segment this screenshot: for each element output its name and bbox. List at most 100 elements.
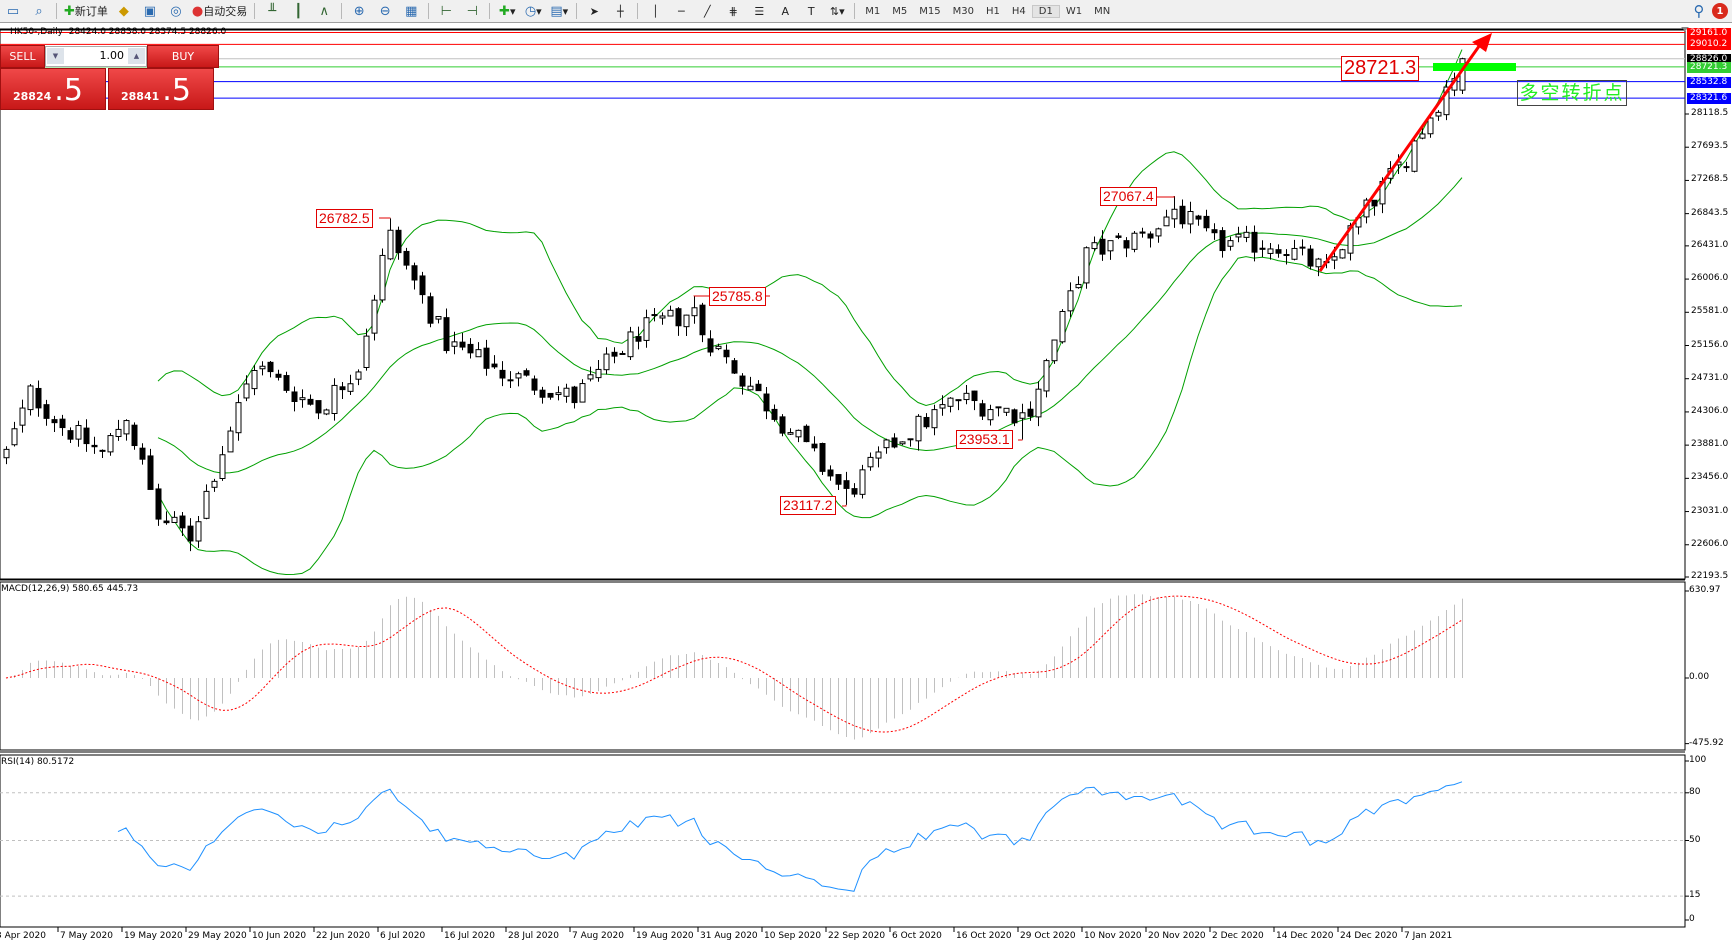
horizontal-line-icon[interactable]: ─ — [677, 4, 685, 18]
chart-window-icon[interactable]: ▭ — [6, 3, 20, 19]
candle — [947, 397, 954, 413]
candle — [1259, 240, 1266, 257]
lot-decrease-icon[interactable]: ▼ — [47, 48, 64, 64]
auto-trading-button[interactable]: ● 自动交易 — [189, 1, 250, 21]
candle — [483, 339, 490, 376]
timeframe-m15[interactable]: M15 — [919, 5, 941, 17]
sell-button[interactable]: SELL — [0, 45, 45, 68]
toolbar-divider — [341, 3, 343, 19]
candle-body — [1427, 117, 1434, 135]
candle — [1139, 227, 1146, 238]
lot-size-input[interactable]: ▼ 1.00 ▲ — [45, 46, 147, 67]
periods-icon[interactable]: ◷ ▾ — [524, 3, 542, 19]
candle — [875, 446, 882, 468]
new-order-button[interactable]: ✚ 新订单 — [61, 1, 111, 21]
candle — [139, 443, 146, 465]
candle — [1307, 245, 1314, 270]
bar-chart-icon[interactable]: ╨ — [268, 3, 277, 19]
candle-body — [1123, 240, 1130, 249]
sell-price-button[interactable]: 28824 .5 — [0, 68, 106, 110]
candle-body — [411, 265, 418, 281]
signals-button[interactable]: ◎ — [163, 1, 189, 21]
candle-body — [1219, 230, 1226, 252]
candle-body — [811, 443, 818, 449]
arrows-icon[interactable]: ⇅▾ — [829, 4, 845, 18]
candle-body — [771, 408, 778, 420]
market-button[interactable]: ▣ — [137, 1, 163, 21]
chart-canvas[interactable] — [0, 23, 1732, 945]
candle-body — [35, 387, 42, 409]
auto-trading-label: 自动交易 — [203, 5, 248, 18]
candle — [171, 511, 178, 523]
timeframe-m30[interactable]: M30 — [952, 5, 974, 17]
lot-increase-icon[interactable]: ▲ — [128, 48, 145, 64]
timeframe-mn[interactable]: MN — [1094, 5, 1111, 17]
text-label-icon[interactable]: T — [807, 4, 815, 18]
candle — [955, 399, 962, 411]
search-icon[interactable]: ⚲ — [1693, 2, 1705, 20]
date-axis-label: 6 Oct 2020 — [892, 931, 942, 941]
fibo-levels-icon[interactable]: ☰ — [754, 4, 765, 18]
candle — [635, 326, 642, 350]
indicators-icon[interactable]: ✚ ▾ — [499, 3, 516, 19]
trendline-icon[interactable]: ╱ — [703, 4, 711, 18]
candle — [659, 312, 666, 325]
candle-body — [1331, 256, 1338, 261]
zoom-out-icon[interactable]: ⊖ — [379, 3, 391, 19]
macd-axis-label: 0.00 — [1689, 672, 1710, 682]
tile-windows-icon[interactable]: ▦ — [405, 3, 418, 19]
price-axis-label: 27268.5 — [1691, 174, 1729, 185]
price-panel — [0, 28, 1686, 580]
timeframe-m5[interactable]: M5 — [892, 5, 908, 17]
toolbar-divider — [428, 3, 430, 19]
fibonacci-icon[interactable]: ⋕ — [728, 4, 738, 18]
zoom-in-icon[interactable]: ⊕ — [353, 3, 365, 19]
candle-body — [1171, 208, 1178, 220]
candle — [387, 218, 394, 261]
toolbar-divider — [254, 3, 256, 19]
candle — [43, 399, 50, 426]
buy-price-button[interactable]: 28841 .5 — [108, 68, 214, 110]
horizontal-line-price-label: 28721.3 — [1687, 61, 1731, 73]
candle — [507, 371, 514, 389]
candle — [1091, 236, 1098, 251]
candle-body — [579, 383, 586, 403]
notification-badge[interactable]: 1 — [1712, 3, 1728, 19]
candlestick-icon[interactable]: ┃ — [294, 3, 303, 19]
timeframe-h1[interactable]: H1 — [985, 5, 1000, 17]
candle — [331, 378, 338, 421]
market-icon: ▣ — [143, 3, 157, 19]
cursor-icon[interactable]: ➤ — [589, 4, 599, 18]
timeframe-m1[interactable]: M1 — [865, 5, 881, 17]
candle — [883, 438, 890, 454]
chart-shift-icon[interactable]: ⊢ — [440, 3, 452, 19]
candle — [115, 419, 122, 441]
candle — [419, 271, 426, 304]
text-icon[interactable]: A — [781, 4, 790, 18]
date-axis-label: 7 Aug 2020 — [572, 931, 624, 941]
timeframe-d1[interactable]: D1 — [1031, 4, 1060, 18]
navigator-icon[interactable]: ⌕ — [35, 3, 43, 19]
candle-body — [1251, 231, 1258, 253]
crosshair-icon[interactable]: ┼ — [616, 4, 624, 18]
templates-icon[interactable]: ▤ ▾ — [550, 3, 569, 19]
date-axis-label: 16 Jul 2020 — [444, 931, 495, 941]
autoscroll-icon[interactable]: ⊣ — [466, 3, 478, 19]
candle-body — [435, 316, 442, 320]
candle — [811, 436, 818, 452]
price-axis-label: 23881.0 — [1691, 439, 1729, 450]
price-axis-label: 26843.5 — [1691, 207, 1729, 218]
candle-body — [587, 374, 594, 380]
vertical-line-icon[interactable]: │ — [651, 4, 659, 18]
candle — [83, 419, 90, 452]
timeframe-h4[interactable]: H4 — [1011, 5, 1026, 17]
metaeditor-button[interactable]: ◆ — [111, 1, 137, 21]
buy-button[interactable]: BUY — [147, 45, 219, 68]
candle — [475, 342, 482, 358]
candle-body — [283, 375, 290, 391]
candle-body — [235, 402, 242, 434]
line-chart-icon[interactable]: ∧ — [319, 3, 329, 19]
candle-body — [955, 399, 962, 402]
bollinger-lower-band — [157, 256, 1463, 576]
timeframe-w1[interactable]: W1 — [1065, 5, 1083, 17]
